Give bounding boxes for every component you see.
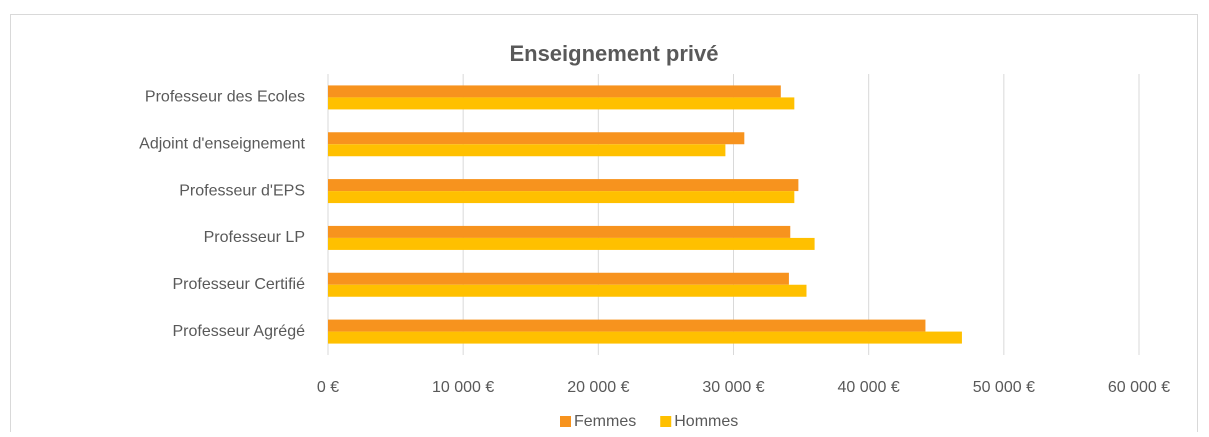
bar — [328, 319, 926, 332]
bar — [328, 331, 962, 344]
x-tick-label: 50 000 € — [973, 379, 1035, 396]
x-tick-label: 0 € — [317, 379, 339, 396]
y-tick-label: Professeur Certifié — [173, 276, 306, 293]
x-tick-label: 60 000 € — [1108, 379, 1170, 396]
y-tick-label: Professeur d'EPS — [179, 182, 305, 199]
x-tick-label: 20 000 € — [567, 379, 629, 396]
bar — [328, 191, 795, 204]
legend-swatch — [560, 416, 571, 427]
bar — [328, 179, 799, 192]
x-tick-label: 30 000 € — [702, 379, 764, 396]
x-tick-label: 40 000 € — [838, 379, 900, 396]
y-tick-label: Professeur des Ecoles — [145, 89, 305, 106]
bar — [328, 97, 795, 110]
chart-border — [10, 14, 1198, 435]
bar — [328, 272, 789, 285]
legend-swatch — [660, 416, 672, 427]
chart-title: Enseignement privé — [509, 41, 718, 66]
y-tick-label: Professeur Agrégé — [172, 323, 305, 340]
bar — [328, 237, 815, 250]
x-tick-label: 10 000 € — [432, 379, 494, 396]
bar — [328, 225, 791, 238]
bar — [328, 132, 745, 145]
y-tick-label: Adjoint d'enseignement — [139, 135, 305, 152]
bar — [328, 144, 726, 157]
legend-label: Femmes — [574, 413, 636, 430]
legend-label: Hommes — [674, 413, 738, 430]
y-tick-label: Professeur LP — [204, 229, 305, 246]
bar — [328, 284, 807, 297]
bar — [328, 85, 781, 98]
